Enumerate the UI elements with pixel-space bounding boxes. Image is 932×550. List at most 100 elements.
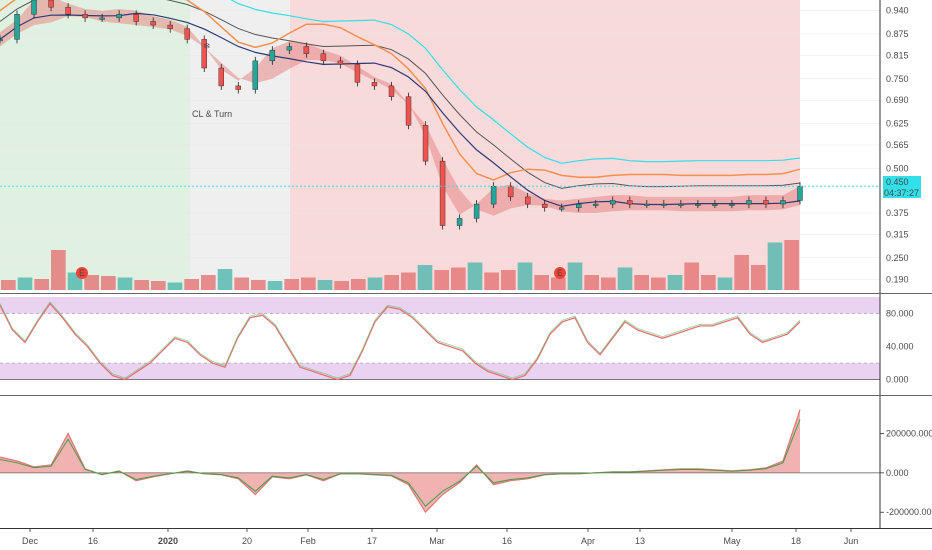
volume-bar <box>84 275 99 290</box>
candle-body[interactable] <box>541 203 548 208</box>
volume-bar <box>484 272 499 290</box>
oscillator-signal[interactable] <box>0 301 801 379</box>
candle-body[interactable] <box>133 14 139 22</box>
candle-body[interactable] <box>456 218 463 226</box>
volume-bar <box>751 265 766 290</box>
oscillator-line[interactable] <box>0 302 801 381</box>
candle-body[interactable] <box>763 200 769 205</box>
candle-body[interactable] <box>576 203 582 208</box>
candle-body[interactable] <box>48 0 54 8</box>
candle-body[interactable] <box>661 203 667 206</box>
volume-bar <box>667 275 683 290</box>
candle-body[interactable] <box>524 196 531 205</box>
candle-body[interactable] <box>371 82 378 87</box>
volume-bar <box>284 279 299 290</box>
candle-body[interactable] <box>473 203 480 219</box>
candle-body[interactable] <box>201 39 207 69</box>
candle-body[interactable] <box>252 60 259 90</box>
candle-body[interactable] <box>82 14 88 19</box>
candle-body[interactable] <box>712 203 718 206</box>
candle-body[interactable] <box>218 67 224 87</box>
candle-body[interactable] <box>354 64 361 83</box>
chart-annotation: CL & Turn <box>192 109 232 119</box>
candle-body[interactable] <box>116 14 122 19</box>
time-tick-label: 17 <box>367 536 377 546</box>
candle-body[interactable] <box>610 200 616 205</box>
dark-moving-average[interactable] <box>0 0 801 189</box>
volume-bar <box>384 275 399 290</box>
countdown-label: 04:37:27 <box>884 188 919 198</box>
flow-tick-label: 0.000 <box>886 468 909 478</box>
volume-bar <box>717 277 733 290</box>
candle-body[interactable] <box>235 85 241 90</box>
time-tick-label: 16 <box>502 536 512 546</box>
candle-body[interactable] <box>14 14 20 40</box>
candle-body[interactable] <box>286 46 293 51</box>
candle-body[interactable] <box>99 17 105 20</box>
time-tick-label: Mar <box>429 536 445 546</box>
candle-body[interactable] <box>746 200 752 205</box>
earnings-label: E <box>79 268 85 278</box>
price-tick-label: 0.625 <box>886 119 909 129</box>
flow-tick-label: 200000.000 <box>886 428 932 438</box>
volume-bar <box>401 272 416 290</box>
candle-body[interactable] <box>65 6 71 15</box>
candle-body[interactable] <box>780 200 786 205</box>
volume-bar <box>734 255 749 290</box>
candle-body[interactable] <box>184 28 190 40</box>
candle-body[interactable] <box>627 200 633 205</box>
candle-body[interactable] <box>405 96 412 126</box>
snowflake-icon: ❄ <box>203 41 211 51</box>
oscillator-tick-label: 0.000 <box>886 375 909 385</box>
volume-bar <box>201 275 216 290</box>
candle-body[interactable] <box>678 203 684 206</box>
flow-tick-label: -200000.000 <box>886 507 932 517</box>
volume-bar <box>367 277 383 290</box>
candle-body[interactable] <box>559 207 565 210</box>
candle-body[interactable] <box>167 24 173 29</box>
flow-signal-line[interactable] <box>0 419 801 508</box>
candle-body[interactable] <box>388 85 395 97</box>
orange-stop-line[interactable] <box>0 0 801 181</box>
candle-body[interactable] <box>269 49 276 62</box>
volume-bar <box>167 282 183 290</box>
volume-bar <box>651 277 666 290</box>
earnings-marker[interactable] <box>554 267 566 279</box>
candle-body[interactable] <box>729 203 735 206</box>
price-tick-label: 0.690 <box>886 95 909 105</box>
time-tick-label: 16 <box>88 536 98 546</box>
oscillator-tick-label: 40.000 <box>886 342 914 352</box>
candle-body[interactable] <box>490 185 497 205</box>
price-tick-label: 0.190 <box>886 274 909 284</box>
candle-body[interactable] <box>303 46 310 54</box>
candle-body[interactable] <box>797 185 803 201</box>
volume-bar <box>317 280 333 290</box>
navy-moving-average[interactable] <box>0 12 801 207</box>
time-tick-label: 13 <box>635 536 645 546</box>
time-tick-label: Dec <box>22 536 39 546</box>
candle-body[interactable] <box>337 60 344 65</box>
oscillator-panel[interactable]: 80.000 40.000 0.000 <box>0 297 914 385</box>
volume-bar <box>134 280 149 290</box>
price-series[interactable] <box>0 0 880 230</box>
candle-body[interactable] <box>439 160 446 226</box>
candle-body[interactable] <box>320 53 327 62</box>
candle-body[interactable] <box>31 0 37 15</box>
volume-bar <box>301 277 316 290</box>
candle-body[interactable] <box>507 185 514 198</box>
time-tick-label: 2020 <box>158 536 178 546</box>
volume-bar <box>501 270 516 290</box>
earnings-marker[interactable] <box>76 267 88 279</box>
volume-flow-panel[interactable]: 200000.000 0.000 -200000.000 <box>0 409 932 517</box>
candle-body[interactable] <box>695 203 701 206</box>
volume-bar <box>234 277 249 290</box>
candle-body[interactable] <box>150 21 156 26</box>
candle-body[interactable] <box>644 203 650 206</box>
cyan-moving-average[interactable] <box>0 0 801 164</box>
candle-body[interactable] <box>593 203 599 206</box>
volume-bar <box>617 267 633 290</box>
candle-body[interactable] <box>0 39 3 42</box>
volume-bar <box>601 277 616 290</box>
candle-body[interactable] <box>422 125 429 162</box>
